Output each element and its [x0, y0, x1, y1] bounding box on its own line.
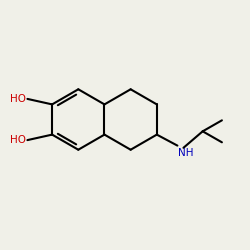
- Text: HO: HO: [10, 94, 26, 104]
- Text: NH: NH: [178, 148, 194, 158]
- Text: HO: HO: [10, 135, 26, 145]
